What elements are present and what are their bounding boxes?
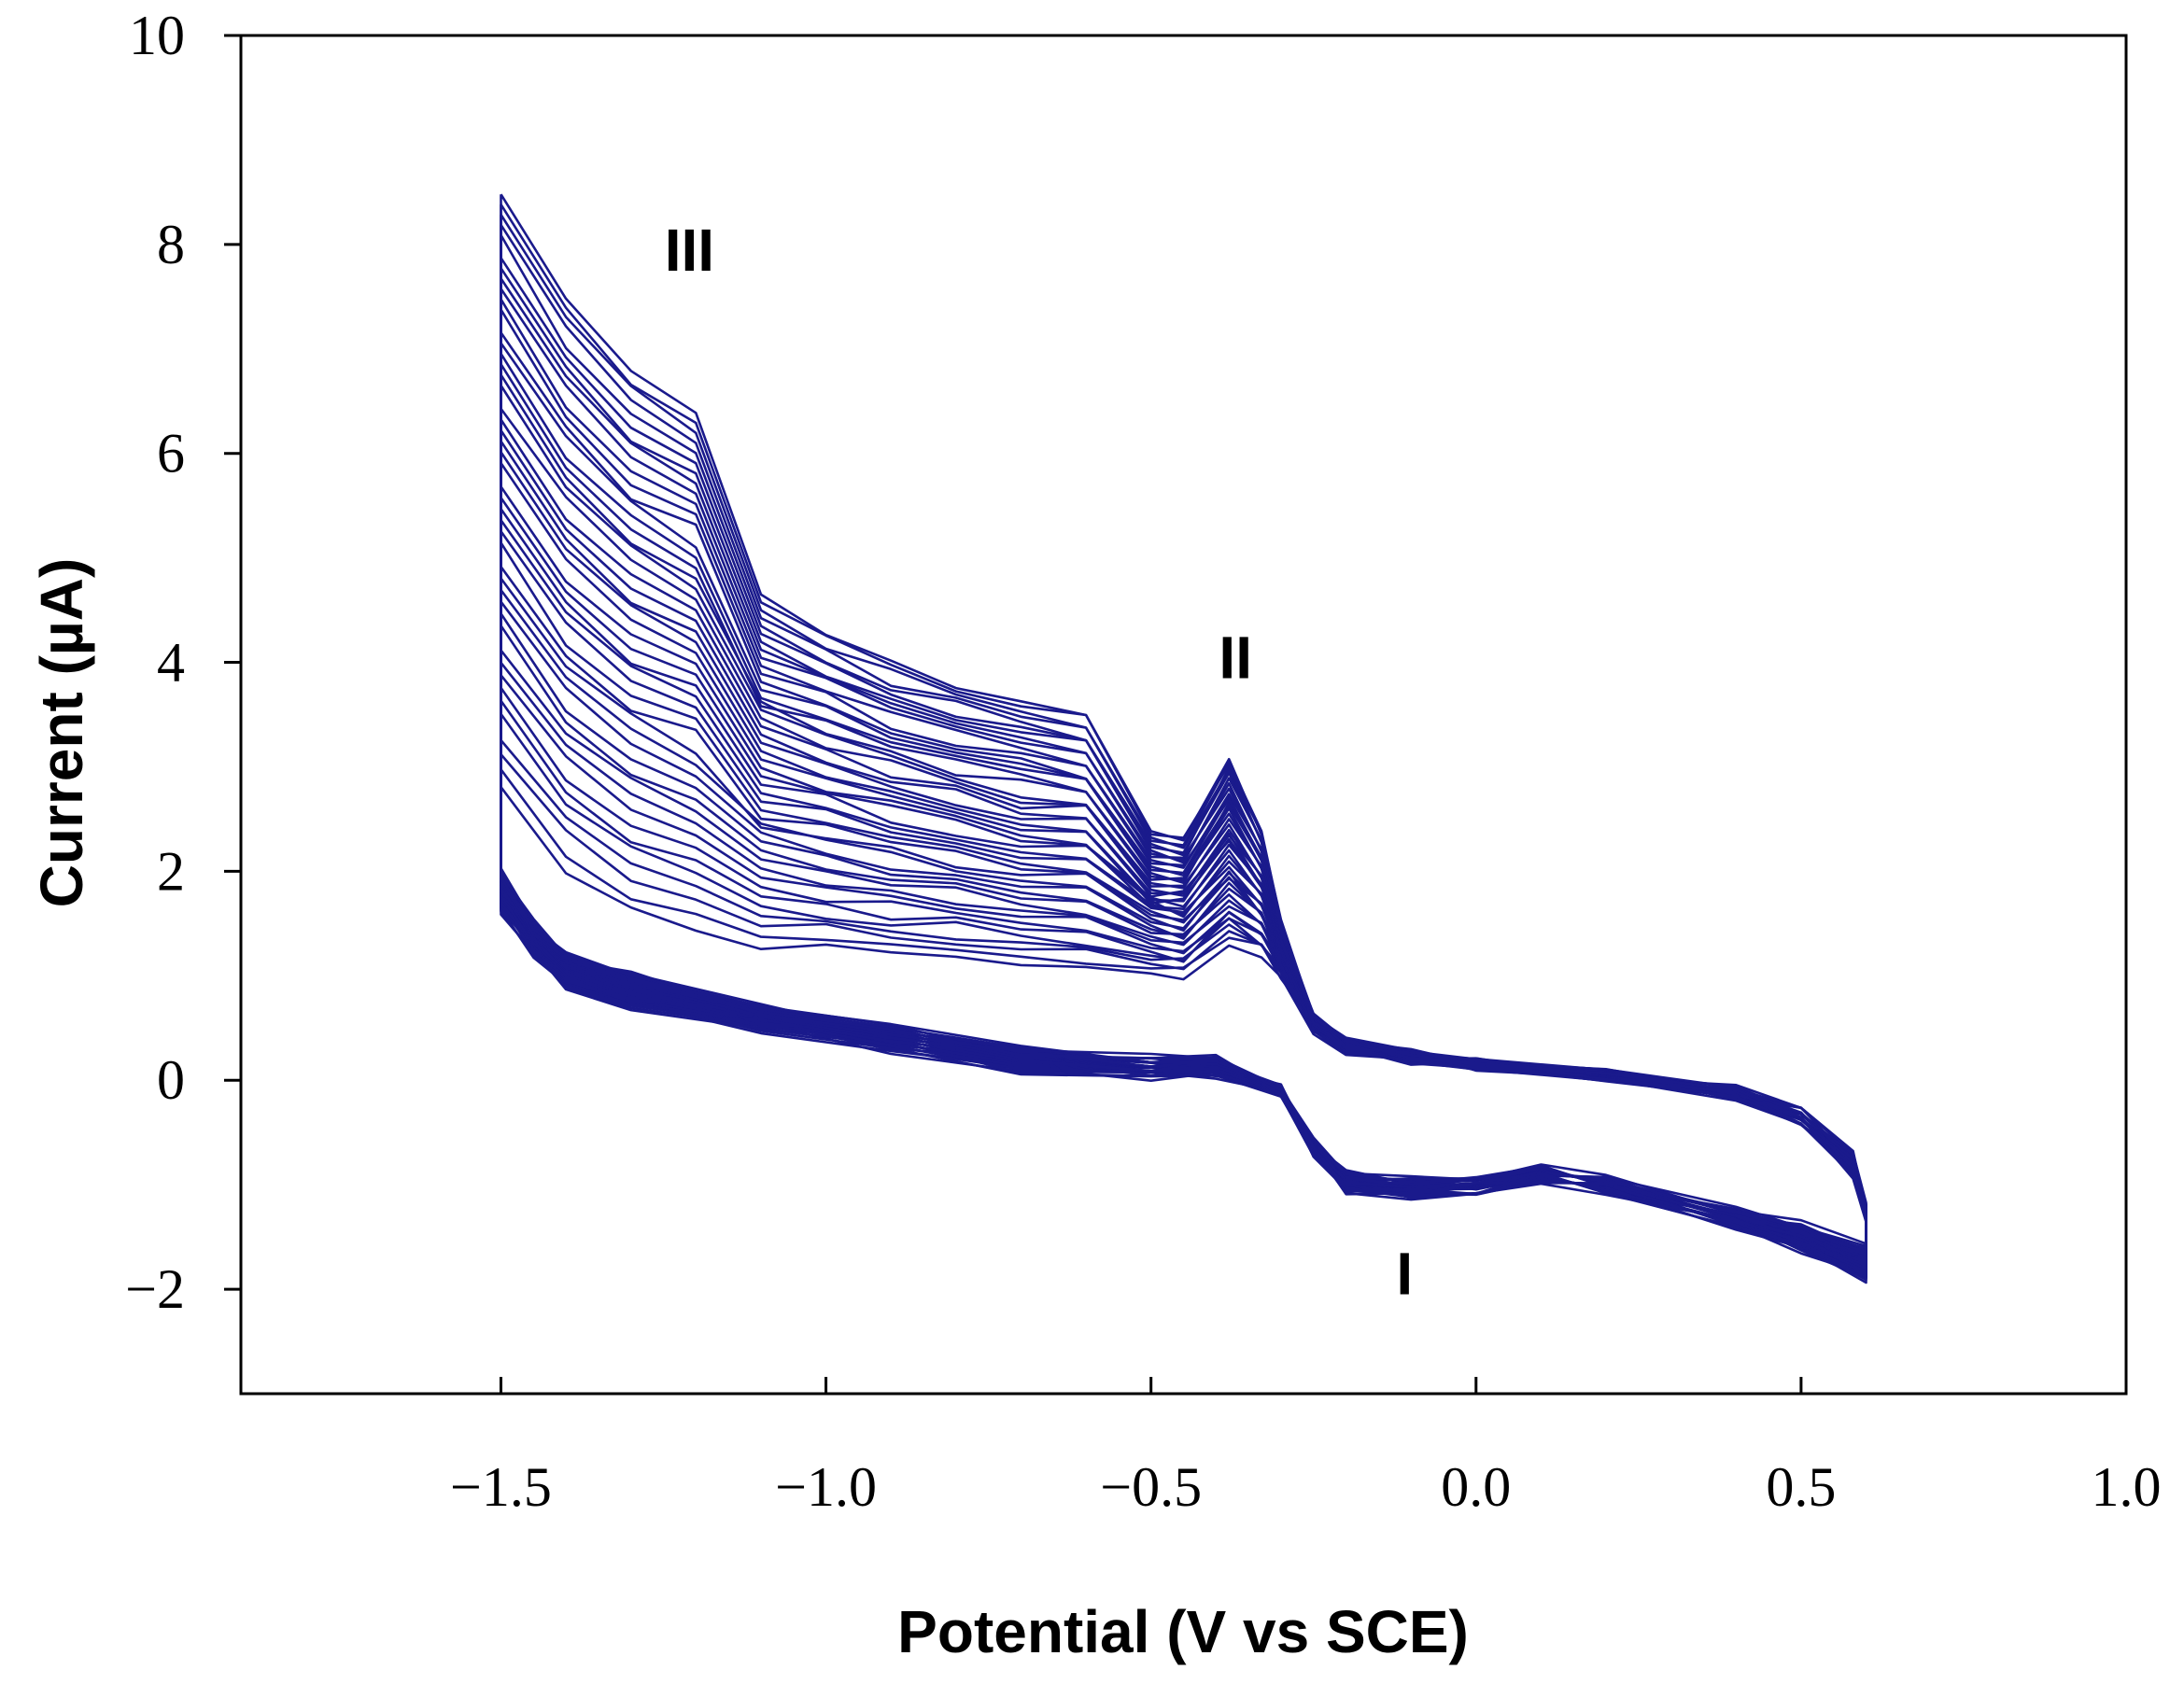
cycle-line — [500, 298, 1867, 1276]
peak-label: II — [1219, 624, 1252, 691]
plot-frame — [239, 34, 2128, 1396]
y-tick-label: 8 — [157, 214, 185, 275]
y-tick-label: 4 — [157, 632, 185, 694]
cycle-line — [500, 224, 1867, 1284]
y-tick-label: 10 — [129, 5, 185, 66]
cycle-line — [500, 234, 1867, 1274]
voltammogram-curves — [500, 193, 1867, 1284]
peak-label: I — [1396, 1241, 1413, 1308]
peak-label: III — [665, 217, 714, 284]
x-tick-label: −1.0 — [775, 1456, 877, 1518]
y-tick-label: 6 — [157, 423, 185, 484]
cycle-line — [500, 288, 1867, 1273]
y-tick-label: 2 — [157, 840, 185, 902]
cycle-line — [500, 662, 1867, 1250]
cycle-line — [500, 203, 1867, 1279]
cycle-line — [500, 257, 1867, 1277]
x-tick-label: 0.5 — [1766, 1456, 1836, 1518]
x-tick-label: −1.5 — [450, 1456, 552, 1518]
y-tick-label: 0 — [157, 1049, 185, 1111]
x-tick-label: 0.0 — [1441, 1456, 1511, 1518]
y-axis-title: Current (µA) — [28, 558, 95, 908]
y-axis-ticks: −2 0 2 4 6 8 10 — [125, 5, 241, 1320]
x-axis-title: Potential (V vs SCE) — [897, 1598, 1469, 1665]
cycle-line — [500, 193, 1867, 1276]
y-tick-label: −2 — [125, 1258, 185, 1320]
x-axis-ticks: −1.5 −1.0 −0.5 0.0 0.5 1.0 — [450, 1377, 2162, 1518]
x-tick-label: −0.5 — [1100, 1456, 1202, 1518]
cycle-line — [500, 214, 1867, 1282]
x-tick-label: 1.0 — [2092, 1456, 2162, 1518]
cycle-line — [500, 309, 1867, 1279]
